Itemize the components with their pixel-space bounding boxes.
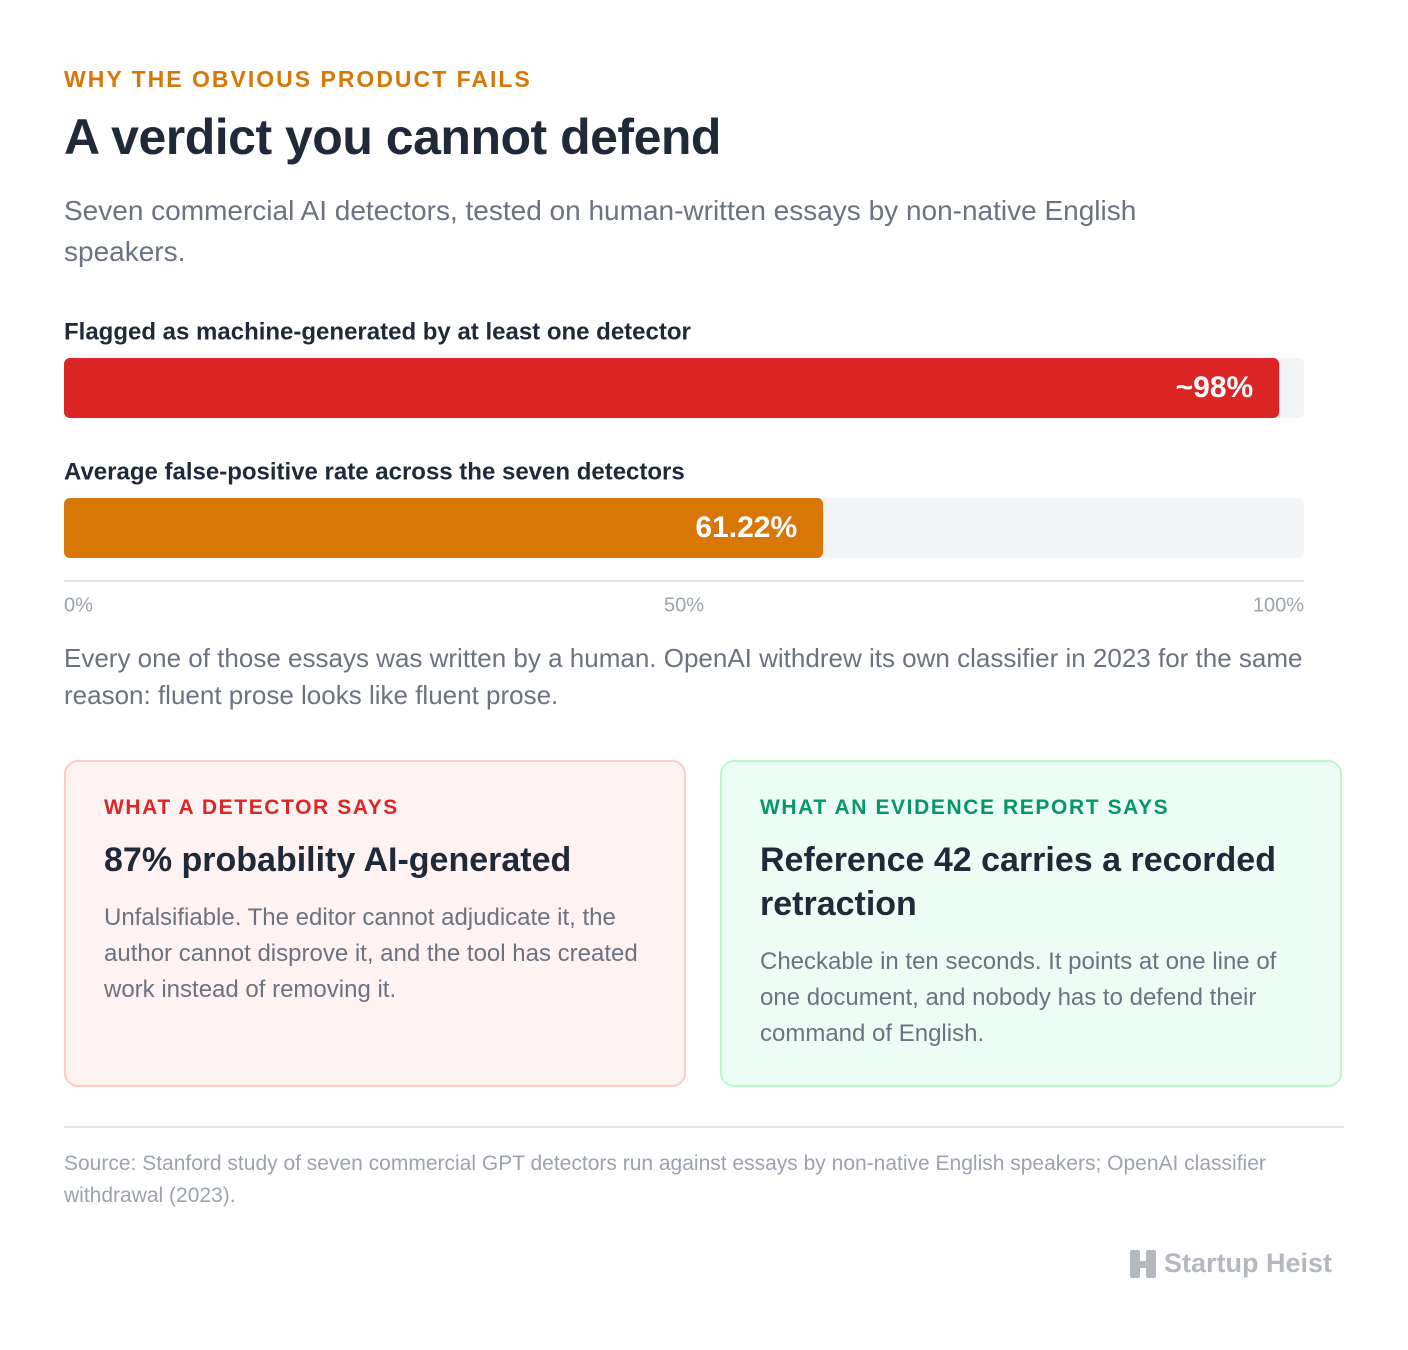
brand-name: Startup Heist xyxy=(1164,1248,1333,1278)
divider xyxy=(64,1126,1344,1128)
evidence-card: WHAT AN EVIDENCE REPORT SAYS Reference 4… xyxy=(720,760,1342,1087)
bar xyxy=(64,498,824,558)
note: Every one of those essays was written by… xyxy=(64,643,1303,710)
bar-label: Average false-positive rate across the s… xyxy=(64,458,685,485)
card-heading: 87% probability AI-generated xyxy=(104,841,572,879)
source: Source: Stanford study of seven commerci… xyxy=(64,1152,1266,1207)
x-tick-label: 0% xyxy=(64,594,93,616)
detector-card: WHAT A DETECTOR SAYS 87% probability AI-… xyxy=(64,760,686,1087)
subtitle: Seven commercial AI detectors, tested on… xyxy=(64,195,1137,267)
brand: Startup Heist xyxy=(1130,1248,1332,1279)
card-body: Checkable in ten seconds. It points at o… xyxy=(760,948,1277,1047)
bar xyxy=(64,358,1280,418)
chart: Flagged as machine-generated by at least… xyxy=(64,318,1304,616)
eyebrow: WHY THE OBVIOUS PRODUCT FAILS xyxy=(64,66,532,92)
x-tick-label: 50% xyxy=(664,594,704,616)
card-body: Unfalsifiable. The editor cannot adjudic… xyxy=(104,904,638,1003)
bar-label: Flagged as machine-generated by at least… xyxy=(64,318,691,345)
card-kicker: WHAT A DETECTOR SAYS xyxy=(104,796,399,819)
card-kicker: WHAT AN EVIDENCE REPORT SAYS xyxy=(760,796,1170,819)
value-label: ~98% xyxy=(1176,371,1254,404)
x-tick-label: 100% xyxy=(1253,594,1304,616)
card-heading: Reference 42 carries a recorded retracti… xyxy=(760,841,1276,923)
title: A verdict you cannot defend xyxy=(64,109,721,165)
brand-icon xyxy=(1130,1249,1156,1278)
value-label: 61.22% xyxy=(695,511,797,544)
